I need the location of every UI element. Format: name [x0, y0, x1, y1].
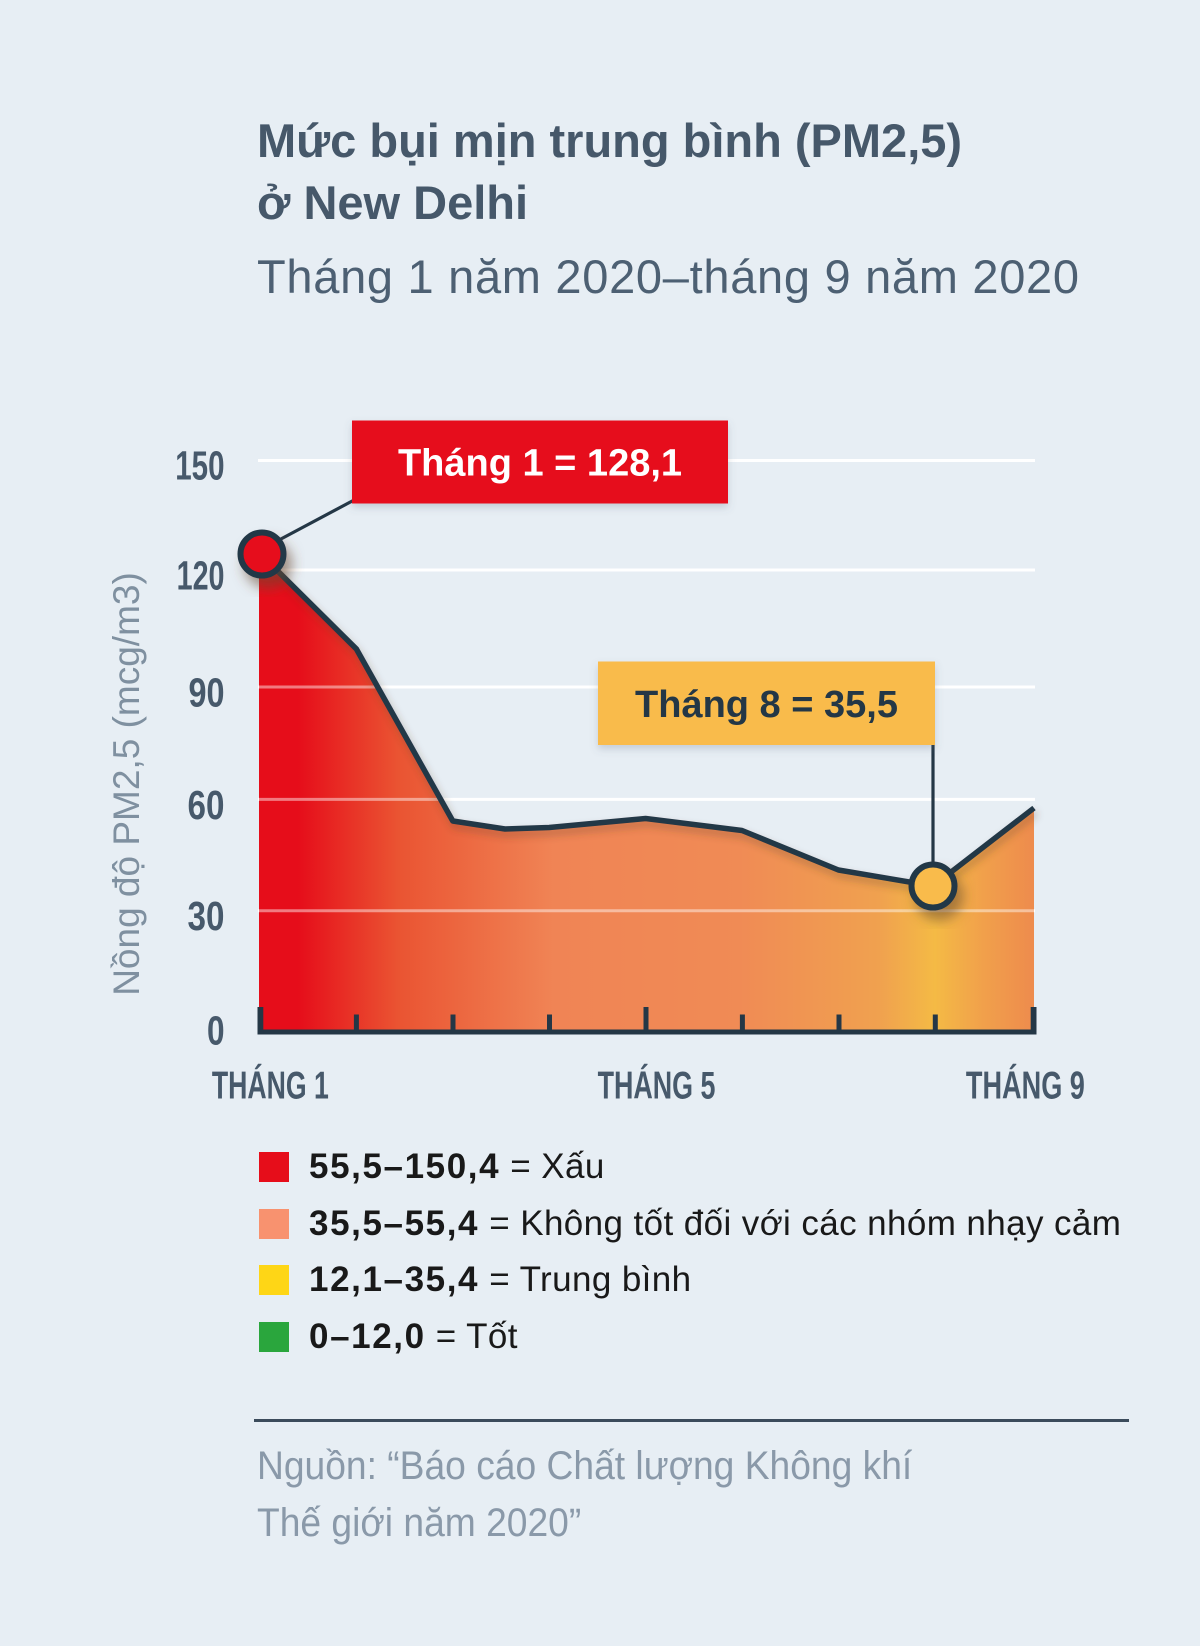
svg-text:30: 30 — [188, 893, 225, 939]
svg-text:Tháng 8 = 35,5: Tháng 8 = 35,5 — [635, 684, 898, 726]
svg-text:150: 150 — [175, 443, 224, 489]
svg-text:THÁNG 5: THÁNG 5 — [598, 1064, 716, 1108]
svg-text:60: 60 — [188, 782, 225, 828]
svg-text:90: 90 — [188, 670, 224, 715]
svg-text:120: 120 — [177, 554, 225, 599]
svg-text:THÁNG 9: THÁNG 9 — [966, 1064, 1085, 1108]
svg-text:0: 0 — [207, 1008, 225, 1054]
svg-text:Nồng độ PM2,5 (mcg/m3): Nồng độ PM2,5 (mcg/m3) — [106, 572, 147, 996]
svg-text:THÁNG 1: THÁNG 1 — [212, 1063, 329, 1107]
svg-text:Tháng 1 = 128,1: Tháng 1 = 128,1 — [398, 443, 682, 485]
